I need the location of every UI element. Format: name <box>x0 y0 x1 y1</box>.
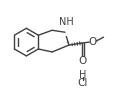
Text: NH: NH <box>58 17 73 27</box>
Text: H: H <box>78 70 86 80</box>
Text: O: O <box>78 56 86 66</box>
Text: O: O <box>88 37 96 47</box>
Text: Cl: Cl <box>77 78 87 87</box>
